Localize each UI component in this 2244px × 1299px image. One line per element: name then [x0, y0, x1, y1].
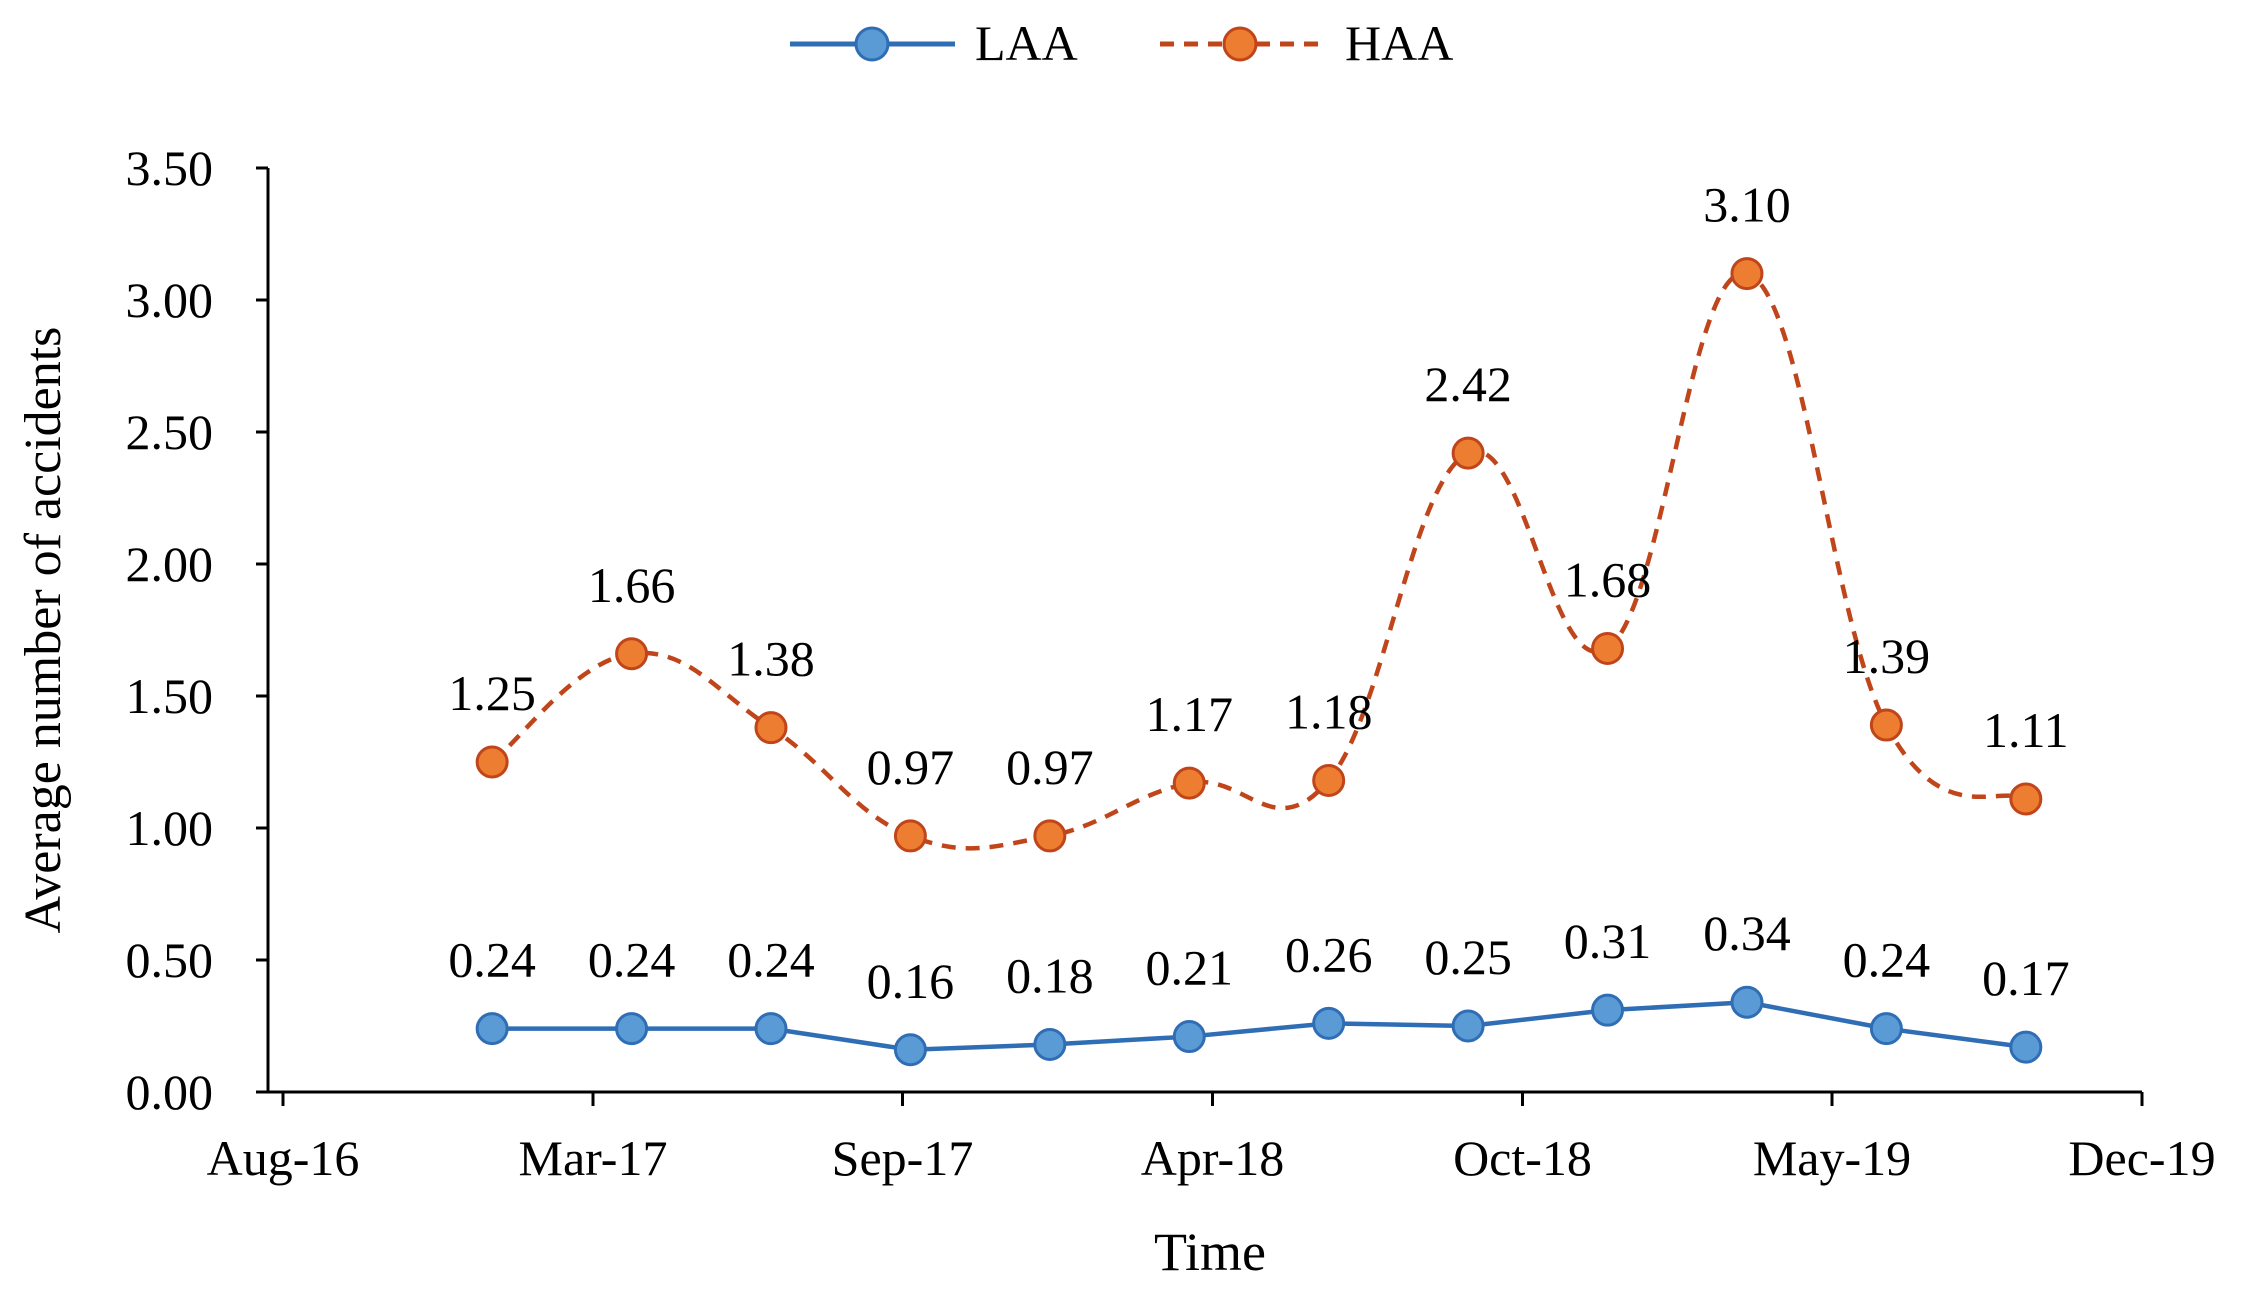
data-label: 1.38 — [727, 631, 815, 687]
data-label: 0.97 — [1006, 739, 1094, 795]
data-label: 0.24 — [727, 932, 815, 988]
legend-marker-laa — [854, 26, 890, 62]
y-axis-title: Average number of accidents — [15, 327, 72, 934]
data-label: 1.68 — [1564, 551, 1652, 607]
series-line-haa — [490, 271, 2027, 851]
x-tick-label: Apr-18 — [1141, 1130, 1284, 1186]
series-line-laa — [492, 999, 2027, 1053]
data-label: 1.66 — [588, 557, 676, 613]
x-tick-label: Oct-18 — [1453, 1130, 1592, 1186]
data-point — [1730, 985, 1764, 1019]
data-point — [1172, 766, 1206, 800]
data-point — [1312, 1006, 1346, 1040]
data-label: 1.18 — [1285, 683, 1373, 739]
legend: LAA HAA — [790, 15, 1453, 71]
data-label: 1.11 — [1983, 702, 2069, 758]
data-label: 0.24 — [448, 932, 536, 988]
series-laa: 0.24 0.24 0.24 0.16 0.18 0.21 0.26 0.25 0.31 0.34… — [448, 905, 2070, 1067]
data-point — [893, 819, 927, 853]
data-point — [1172, 1020, 1206, 1054]
data-point — [1033, 819, 1067, 853]
y-tick-label: 0.00 — [126, 1064, 214, 1120]
x-tick-label: Mar-17 — [519, 1130, 668, 1186]
data-point — [1033, 1027, 1067, 1061]
data-point — [475, 1012, 509, 1046]
data-point — [1869, 708, 1903, 742]
data-label: 0.18 — [1006, 947, 1094, 1003]
data-point — [1869, 1012, 1903, 1046]
x-tick-label: Dec-19 — [2068, 1130, 2215, 1186]
x-axis-title: Time — [1154, 1222, 1266, 1282]
x-ticks: Aug-16 Mar-17 Sep-17 Apr-18 Oct-18 May-19 Dec-… — [207, 1092, 2216, 1186]
legend-marker-haa — [1222, 26, 1258, 62]
data-label: 0.31 — [1564, 913, 1652, 969]
data-point — [1451, 436, 1485, 470]
data-label: 1.39 — [1843, 628, 1931, 684]
data-point — [2009, 782, 2043, 816]
data-label: 1.25 — [448, 665, 536, 721]
y-tick-label: 1.00 — [126, 800, 214, 856]
x-tick-label: May-19 — [1753, 1130, 1911, 1186]
y-ticks: 0.00 0.50 1.00 1.50 2.00 2.50 3.00 3.50 — [126, 140, 268, 1120]
data-point — [2009, 1030, 2043, 1064]
x-tick-label: Aug-16 — [207, 1130, 360, 1186]
data-point — [754, 711, 788, 745]
y-tick-label: 3.00 — [126, 272, 214, 328]
data-label: 0.24 — [588, 932, 676, 988]
data-label: 0.25 — [1424, 929, 1512, 985]
data-label: 0.97 — [867, 739, 955, 795]
y-tick-label: 0.50 — [126, 932, 214, 988]
data-label: 0.24 — [1843, 932, 1931, 988]
y-axis: 0.00 0.50 1.00 1.50 2.00 2.50 3.00 3.50 Average… — [15, 140, 270, 1120]
data-point — [1730, 257, 1764, 291]
series-haa: 1.25 1.66 1.38 0.97 0.97 1.17 1.18 2.42 1.68 3.10… — [448, 177, 2069, 853]
data-point — [475, 745, 509, 779]
y-tick-label: 2.00 — [126, 536, 214, 592]
data-label: 0.21 — [1146, 940, 1234, 996]
plot-area: 0.24 0.24 0.24 0.16 0.18 0.21 0.26 0.25 0.31 0.34… — [448, 177, 2070, 1067]
data-point — [1591, 993, 1625, 1027]
data-label: 0.26 — [1285, 926, 1373, 982]
data-point — [1591, 631, 1625, 665]
x-axis: Aug-16 Mar-17 Sep-17 Apr-18 Oct-18 May-19 Dec-… — [207, 1090, 2216, 1282]
y-tick-label: 1.50 — [126, 668, 214, 724]
data-label: 0.34 — [1703, 905, 1791, 961]
data-point — [893, 1033, 927, 1067]
legend-label-laa: LAA — [975, 15, 1078, 71]
data-point — [754, 1012, 788, 1046]
data-label: 1.17 — [1146, 686, 1234, 742]
x-tick-label: Sep-17 — [832, 1130, 974, 1186]
data-label: 2.42 — [1424, 356, 1512, 412]
data-point — [615, 637, 649, 671]
data-point — [1312, 763, 1346, 797]
data-label: 0.16 — [867, 953, 955, 1009]
data-point — [615, 1012, 649, 1046]
data-point — [1451, 1009, 1485, 1043]
data-label: 3.10 — [1703, 177, 1791, 233]
y-tick-label: 3.50 — [126, 140, 214, 196]
legend-label-haa: HAA — [1345, 15, 1453, 71]
y-tick-label: 2.50 — [126, 404, 214, 460]
data-label: 0.17 — [1982, 950, 2070, 1006]
